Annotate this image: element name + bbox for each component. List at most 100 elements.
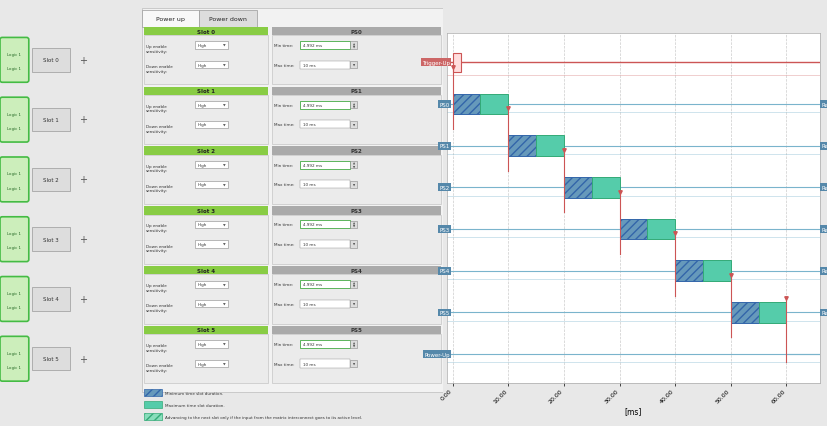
Text: 10 ms: 10 ms	[302, 123, 315, 127]
Text: PS3: PS3	[439, 227, 449, 232]
Bar	[480, 95, 508, 115]
Bar	[350, 300, 357, 308]
Text: Power down: Power down	[209, 17, 246, 22]
Text: Logic 1: Logic 1	[7, 232, 22, 236]
Bar	[452, 95, 480, 115]
Text: ▲: ▲	[352, 340, 355, 345]
Text: 4.992 ms: 4.992 ms	[302, 163, 322, 167]
Text: ▲: ▲	[352, 221, 355, 225]
Text: PS4: PS4	[439, 269, 449, 273]
Text: 4.992 ms: 4.992 ms	[302, 44, 322, 48]
Bar	[350, 62, 357, 69]
Bar	[271, 96, 440, 145]
Bar	[619, 219, 647, 240]
Bar	[144, 326, 268, 334]
FancyBboxPatch shape	[299, 221, 349, 229]
Bar	[563, 178, 591, 199]
Bar	[194, 102, 228, 109]
Text: ▼: ▼	[223, 223, 226, 227]
Text: Slot 1: Slot 1	[43, 118, 59, 123]
Text: Logic 1: Logic 1	[7, 246, 22, 250]
Bar	[350, 42, 357, 49]
Bar	[271, 215, 440, 264]
Bar	[194, 121, 228, 129]
Text: Slot 3: Slot 3	[43, 237, 59, 242]
Bar	[674, 261, 702, 282]
Text: High: High	[197, 242, 206, 246]
Text: Max time:: Max time:	[274, 362, 294, 366]
Bar	[350, 221, 357, 228]
FancyBboxPatch shape	[0, 98, 29, 143]
Bar	[144, 147, 268, 155]
Bar	[271, 36, 440, 85]
Bar	[194, 221, 228, 228]
Text: +: +	[79, 354, 87, 364]
Text: 10 ms: 10 ms	[302, 242, 315, 246]
Bar	[32, 168, 69, 192]
Text: Slot 4: Slot 4	[197, 268, 215, 273]
Text: Max time:: Max time:	[274, 123, 294, 127]
Text: Res5: Res5	[820, 310, 827, 315]
Text: Min time:: Min time:	[274, 282, 293, 286]
Text: ▼: ▼	[223, 302, 226, 306]
Text: Res3: Res3	[820, 227, 827, 232]
Bar	[350, 181, 357, 188]
Text: Logic 1: Logic 1	[7, 53, 22, 57]
Text: +: +	[79, 55, 87, 66]
Text: Slot 0: Slot 0	[197, 29, 215, 35]
Bar	[350, 102, 357, 109]
Text: PS1: PS1	[439, 144, 449, 149]
Bar	[271, 147, 440, 155]
Text: Maximum time slot duration.: Maximum time slot duration.	[165, 403, 224, 407]
Text: ▼: ▼	[352, 63, 355, 67]
Bar	[758, 302, 786, 323]
Bar	[144, 36, 268, 85]
Text: Logic 1: Logic 1	[7, 67, 22, 71]
FancyBboxPatch shape	[299, 181, 349, 189]
Text: Trigger-Up: Trigger-Up	[422, 60, 449, 66]
Bar	[199, 11, 256, 28]
Text: 10 ms: 10 ms	[302, 302, 315, 306]
Bar	[702, 261, 730, 282]
Text: Min time:: Min time:	[274, 342, 293, 346]
Bar	[350, 340, 357, 348]
Bar	[141, 11, 199, 28]
Bar	[194, 340, 228, 348]
Text: +: +	[79, 115, 87, 125]
Bar	[32, 49, 69, 72]
Bar	[647, 219, 674, 240]
Bar	[144, 275, 268, 324]
Text: ▼: ▼	[352, 362, 355, 366]
Text: Res2: Res2	[820, 185, 827, 190]
Bar	[144, 334, 268, 383]
Bar	[350, 281, 357, 288]
Text: 4.992 ms: 4.992 ms	[302, 104, 322, 107]
Text: 10 ms: 10 ms	[302, 362, 315, 366]
Text: Down enable
sensitivity:: Down enable sensitivity:	[146, 304, 173, 312]
FancyBboxPatch shape	[299, 300, 349, 308]
Text: High: High	[197, 63, 206, 67]
Text: ▲: ▲	[352, 42, 355, 46]
Text: Down enable
sensitivity:: Down enable sensitivity:	[146, 65, 173, 74]
Text: Minimum time slot duration.: Minimum time slot duration.	[165, 391, 223, 395]
Text: PS5: PS5	[439, 310, 449, 315]
Bar	[144, 155, 268, 204]
Bar	[730, 302, 758, 323]
FancyBboxPatch shape	[299, 280, 349, 288]
Text: High: High	[197, 223, 206, 227]
Text: ▼: ▼	[352, 123, 355, 127]
X-axis label: [ms]: [ms]	[624, 406, 641, 415]
Text: ▼: ▼	[352, 302, 355, 306]
Bar	[194, 360, 228, 367]
Bar	[144, 87, 268, 96]
Text: Up enable
sensitivity:: Up enable sensitivity:	[146, 45, 168, 54]
Bar	[591, 178, 619, 199]
Bar	[194, 181, 228, 188]
Text: PS4: PS4	[350, 268, 361, 273]
Bar	[452, 54, 461, 72]
Bar	[144, 266, 268, 275]
Text: ▼: ▼	[223, 163, 226, 167]
Bar	[350, 121, 357, 129]
FancyBboxPatch shape	[144, 401, 161, 408]
Text: ▼: ▼	[352, 183, 355, 187]
